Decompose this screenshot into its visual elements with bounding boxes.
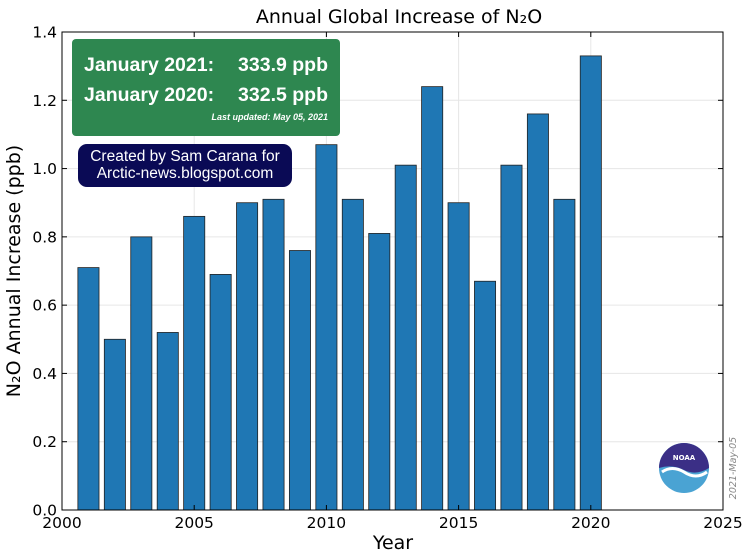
y-tick-label: 0.0	[32, 502, 57, 520]
last-updated-text: Last updated: May 05, 2021	[211, 112, 328, 122]
bar-2011	[341, 198, 364, 511]
y-tick-label: 0.8	[32, 228, 57, 246]
y-tick-label: 1.2	[32, 92, 57, 110]
bar-2002	[103, 338, 126, 511]
y-tick-label: 0.2	[32, 433, 57, 451]
x-axis-label: Year	[372, 532, 413, 554]
bar-2009	[288, 250, 311, 511]
y-tick-label: 1.4	[32, 24, 57, 42]
bar-2016	[474, 280, 497, 511]
date-stamp: 2021-May-05	[728, 437, 739, 499]
bars	[77, 55, 602, 511]
x-tick-label: 2005	[174, 514, 213, 532]
axis-ticks: 2000 2005 2010 2015 2020 2025 0.0 0.2 0.4 0.6 0.8 1…	[32, 24, 742, 533]
credit-line-1: Created by Sam Carana for	[90, 148, 280, 165]
x-tick-label: 2025	[703, 514, 742, 532]
y-tick-label: 0.4	[32, 365, 57, 383]
x-tick-label: 2000	[42, 514, 81, 532]
bar-2010	[315, 144, 338, 511]
info-row-current-label: January 2021:	[84, 54, 215, 76]
bar-2019	[553, 198, 576, 511]
info-row-previous-label: January 2020:	[84, 84, 215, 106]
y-tick-label: 1.0	[32, 160, 57, 178]
credit-line-2: Arctic-news.blogspot.com	[96, 165, 274, 182]
y-axis-label: N₂O Annual Increase (ppb)	[3, 145, 25, 397]
plot-frame	[61, 31, 724, 511]
noaa-logo-icon: NOAA	[659, 443, 709, 493]
chart-title: Annual Global Increase of N₂O	[256, 6, 542, 28]
bar-2001	[77, 267, 100, 511]
bar-2008	[262, 198, 285, 511]
info-box: January 2021: 333.9 ppb January 2020: 33…	[72, 39, 340, 136]
bar-2005	[183, 215, 206, 511]
bar-2017	[500, 164, 523, 511]
x-tick-label: 2020	[571, 514, 610, 532]
bar-2012	[368, 233, 391, 511]
bar-2015	[447, 202, 470, 511]
info-row-previous-value: 332.5 ppb	[238, 84, 328, 106]
bar-2003	[130, 236, 153, 511]
bar-2020	[579, 55, 602, 511]
x-tick-label: 2010	[307, 514, 346, 532]
x-tick-label: 2015	[439, 514, 478, 532]
y-tick-label: 0.6	[32, 297, 57, 315]
credit-box: Created by Sam Carana for Arctic-news.bl…	[78, 144, 292, 187]
logo-text: NOAA	[673, 454, 696, 462]
bar-2018	[526, 113, 549, 511]
info-row-current-value: 333.9 ppb	[238, 54, 328, 76]
bar-2007	[236, 202, 259, 511]
bar-2013	[394, 164, 417, 511]
bar-2006	[209, 274, 232, 511]
bar-2014	[421, 86, 444, 511]
bar-2004	[156, 332, 179, 511]
